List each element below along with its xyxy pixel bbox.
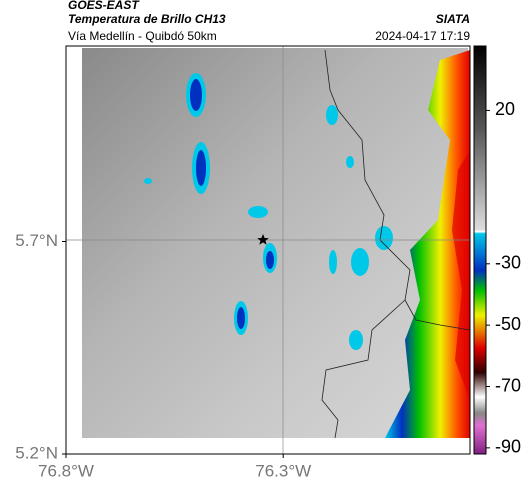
colorbar-tick-label: -90: [495, 437, 521, 457]
lat-tick-label: 5.7°N: [15, 231, 58, 250]
route: Vía Medellín - Quibdó 50km: [68, 29, 217, 43]
lat-tick-label: 5.2°N: [15, 443, 58, 462]
timestamp: 2024-04-17 17:19: [375, 29, 470, 43]
colorbar-tick-label: -70: [495, 375, 521, 395]
title: GOES-EAST: [68, 0, 140, 12]
colorbar-tick-label: -50: [495, 314, 521, 334]
lon-tick-label: 76.8°W: [38, 461, 94, 480]
colorbar: [473, 45, 487, 455]
lon-tick-label: 76.3°W: [255, 461, 311, 480]
colorbar-tick-label: 20: [495, 99, 515, 119]
agency: SIATA: [436, 12, 470, 26]
colorbar-tick-label: -30: [495, 253, 521, 273]
subtitle: Temperatura de Brillo CH13: [68, 12, 226, 26]
imagery: [65, 45, 471, 455]
